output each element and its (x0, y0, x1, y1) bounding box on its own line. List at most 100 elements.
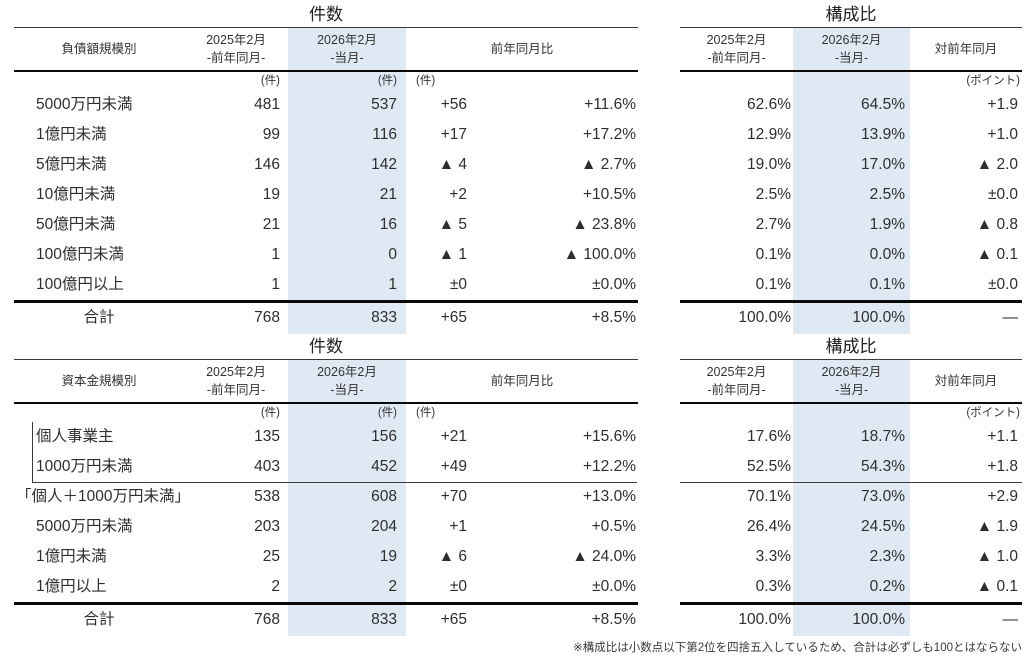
row-label: 10億円未満 (36, 186, 116, 203)
units-spacer (470, 404, 638, 422)
total-yoy-pct: +8.5% (470, 602, 638, 636)
yoy-pct: ±0.0% (592, 276, 636, 293)
prev-ratio: 0.3% (755, 578, 791, 595)
yoy-diff: +2 (449, 186, 467, 203)
count-prev-header: 2025年2月 -前年同月- (184, 28, 288, 72)
prev-count: 203 (254, 518, 280, 535)
prev-count: 538 (254, 488, 280, 505)
count-unit: (件) (416, 407, 436, 419)
yoy-pct: ▲ 24.0% (572, 548, 636, 565)
yoy-pct: +0.5% (591, 518, 636, 535)
row-label: 1億円未満 (36, 126, 107, 143)
yoy-pct: ▲ 23.8% (572, 216, 636, 233)
ratio-yoy-header: 対前年同月 (910, 360, 1022, 404)
ratio-prev-header: 2025年2月 -前年同月- (680, 360, 793, 404)
yoy-diff: +49 (440, 458, 467, 475)
total-curr-ratio: 100.0% (793, 300, 910, 334)
yoy-diff: +70 (440, 488, 467, 505)
prev-count: 481 (254, 96, 280, 113)
yoy-diff: ▲ 5 (438, 216, 467, 233)
ratio-diff: ±0.0 (987, 276, 1018, 293)
prev-count: 2 (271, 578, 280, 595)
units-spacer (14, 72, 184, 90)
yoy-pct: +12.2% (582, 458, 636, 475)
ratio-diff: +1.0 (987, 126, 1018, 143)
ratio-diff: +1.8 (987, 458, 1018, 475)
prev-count: 1 (271, 246, 280, 263)
total-prev-count: 768 (184, 300, 288, 334)
prev-ratio: 0.1% (755, 246, 791, 263)
prev-ratio: 0.1% (755, 276, 791, 293)
units-spacer (793, 404, 910, 422)
count-prev-header-line1: 2025年2月 (206, 32, 266, 47)
count-curr-header-line1: 2026年2月 (317, 32, 377, 47)
count-curr-header-line2: -当月- (330, 383, 364, 397)
count-prev-header-line2: -前年同月- (206, 383, 266, 397)
prev-ratio: 19.0% (747, 156, 791, 173)
row-label: 100億円以上 (36, 276, 124, 293)
ratio-prev-header-line1: 2025年2月 (706, 32, 767, 47)
units-spacer (680, 404, 793, 422)
total-yoy-pct: +8.5% (470, 300, 638, 334)
units-spacer (14, 404, 184, 422)
curr-count: 1 (288, 270, 406, 300)
prev-count: 25 (262, 548, 280, 565)
footnote: ※構成比は小数点以下第2位を四捨五入しているため、合計は必ずしも100とはならな… (573, 642, 1022, 654)
curr-ratio: 24.5% (793, 512, 910, 542)
capital-ratio-table: 構成比 2025年2月 -前年同月- 2026年2月 -当月- 対前年同月 (ポイン… (680, 336, 1022, 636)
prev-ratio: 52.5% (747, 458, 791, 475)
prev-ratio: 2.5% (755, 186, 791, 203)
count-curr-header: 2026年2月 -当月- (288, 360, 406, 404)
ratio-curr-header-line1: 2026年2月 (821, 364, 882, 379)
ratio-curr-header-line2: -当月- (834, 51, 869, 65)
total-prev-count: 768 (184, 602, 288, 636)
ratio-diff: +1.9 (987, 96, 1018, 113)
count-unit: (件) (260, 75, 280, 87)
curr-count: 156 (288, 422, 406, 452)
yoy-diff: ±0 (449, 276, 467, 293)
curr-ratio: 54.3% (793, 452, 910, 482)
prev-ratio: 62.6% (747, 96, 791, 113)
count-prev-header-line2: -前年同月- (206, 51, 266, 65)
yoy-diff: ▲ 6 (438, 548, 467, 565)
count-unit: (件) (260, 407, 280, 419)
ratio-curr-header: 2026年2月 -当月- (793, 360, 910, 404)
row-label: 5000万円未満 (36, 96, 133, 113)
ratio-curr-header: 2026年2月 -当月- (793, 28, 910, 72)
prev-count: 146 (254, 156, 280, 173)
prev-ratio: 70.1% (747, 488, 791, 505)
count-unit: (件) (416, 75, 436, 87)
ratio-prev-header-line2: -前年同月- (707, 383, 766, 397)
curr-count: 21 (288, 180, 406, 210)
total-prev-ratio: 100.0% (680, 300, 793, 334)
curr-count: 537 (288, 90, 406, 120)
total-curr-count: 833 (288, 602, 406, 636)
capital-ratio-title: 構成比 (680, 336, 1022, 360)
yoy-pct: ▲ 2.7% (581, 156, 636, 173)
ratio-diff: ▲ 1.0 (976, 548, 1018, 565)
units-spacer (470, 72, 638, 90)
yoy-diff: ▲ 1 (438, 246, 467, 263)
curr-ratio: 17.0% (793, 150, 910, 180)
total-label: 合計 (14, 300, 184, 334)
count-curr-header-line1: 2026年2月 (317, 364, 377, 379)
ratio-unit: (ポイント) (966, 75, 1020, 87)
prev-ratio: 12.9% (747, 126, 791, 143)
count-curr-header-line2: -当月- (330, 51, 364, 65)
curr-count: 452 (288, 452, 406, 482)
row-label: 1000万円未満 (36, 458, 133, 475)
prev-count: 19 (262, 186, 280, 203)
ratio-prev-header-line1: 2025年2月 (706, 364, 767, 379)
row-label: 1億円以上 (36, 578, 107, 595)
yoy-diff: ▲ 4 (438, 156, 467, 173)
ratio-curr-header-line1: 2026年2月 (821, 32, 882, 47)
ratio-diff: ▲ 0.8 (976, 216, 1018, 233)
prev-ratio: 3.3% (755, 548, 791, 565)
curr-ratio: 73.0% (793, 482, 910, 512)
prev-count: 403 (254, 458, 280, 475)
curr-count: 116 (288, 120, 406, 150)
yoy-pct: +13.0% (582, 488, 636, 505)
row-label: 100億円未満 (36, 246, 124, 263)
ratio-yoy-header: 対前年同月 (910, 28, 1022, 72)
debt-category-header: 負債額規模別 (14, 28, 184, 72)
